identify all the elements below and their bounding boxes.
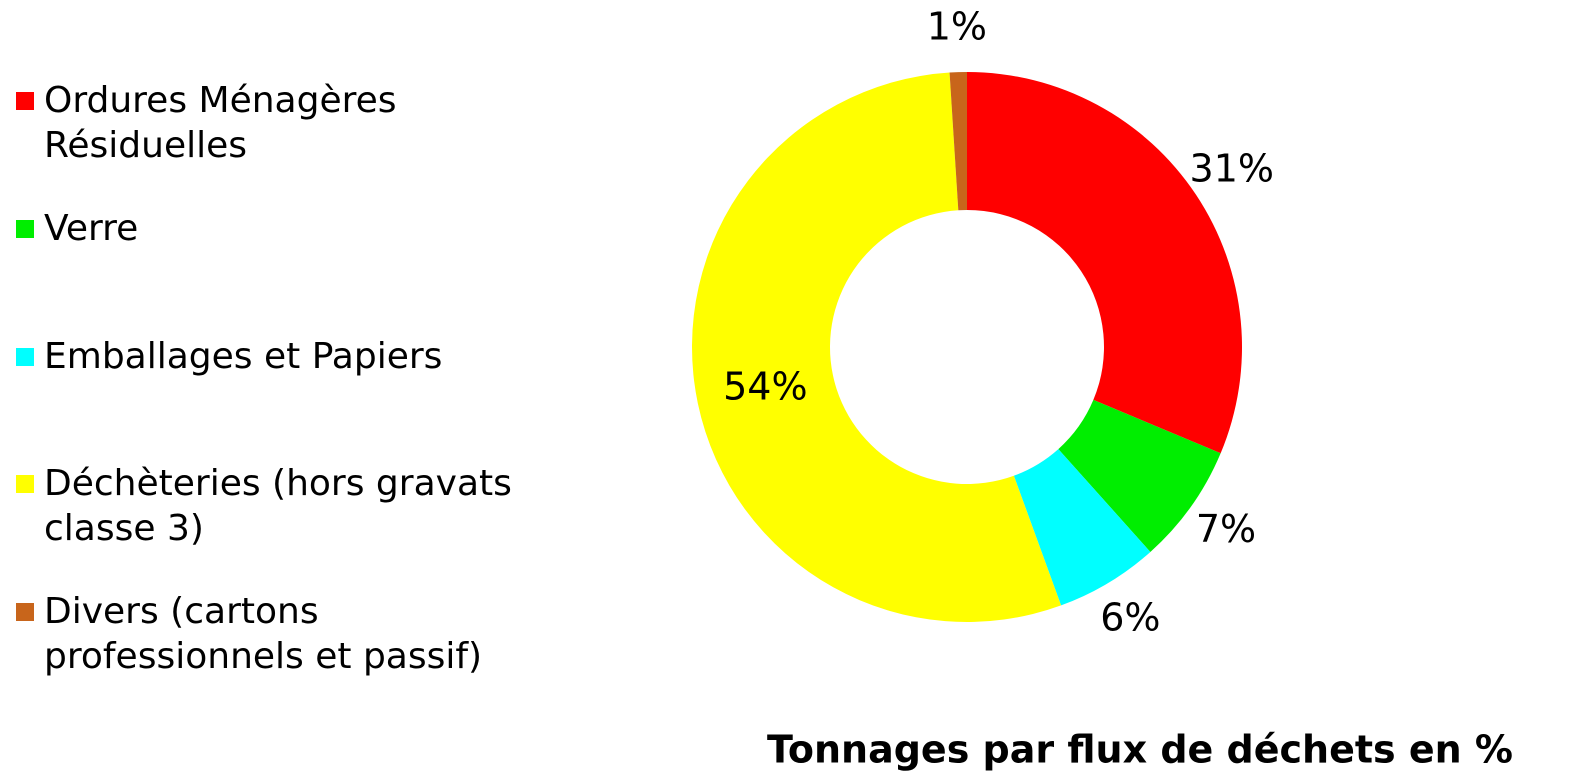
- data-label: 7%: [1196, 507, 1256, 551]
- legend-swatch: [16, 92, 34, 110]
- legend-swatch: [16, 475, 34, 493]
- data-label: 54%: [723, 365, 807, 409]
- legend-label: Emballages et Papiers: [44, 336, 443, 377]
- legend-label: Ordures Ménagères Résiduelles: [44, 80, 397, 166]
- legend-item: Déchèteries (hors gravats classe 3): [16, 461, 514, 551]
- legend-label: Déchèteries (hors gravats classe 3): [44, 463, 512, 549]
- legend-item: Emballages et Papiers: [16, 334, 514, 379]
- donut-slice: [692, 72, 1062, 622]
- data-label: 31%: [1190, 146, 1274, 190]
- legend-swatch: [16, 220, 34, 238]
- legend-item: Verre: [16, 206, 514, 251]
- donut-slice: [949, 72, 967, 211]
- chart-title: Tonnages par flux de déchets en %: [767, 728, 1513, 772]
- legend-label: Verre: [44, 208, 139, 249]
- legend-swatch: [16, 348, 34, 366]
- donut-slice: [1013, 449, 1151, 606]
- donut-slice: [1058, 399, 1221, 552]
- legend-swatch: [16, 603, 34, 621]
- legend-item: Divers (cartons professionnels et passif…: [16, 589, 514, 679]
- legend-label: Divers (cartons professionnels et passif…: [44, 591, 483, 677]
- legend-item: Ordures Ménagères Résiduelles: [16, 78, 514, 168]
- data-label: 1%: [927, 5, 987, 49]
- data-label: 6%: [1100, 595, 1160, 639]
- donut-slice: [967, 72, 1243, 454]
